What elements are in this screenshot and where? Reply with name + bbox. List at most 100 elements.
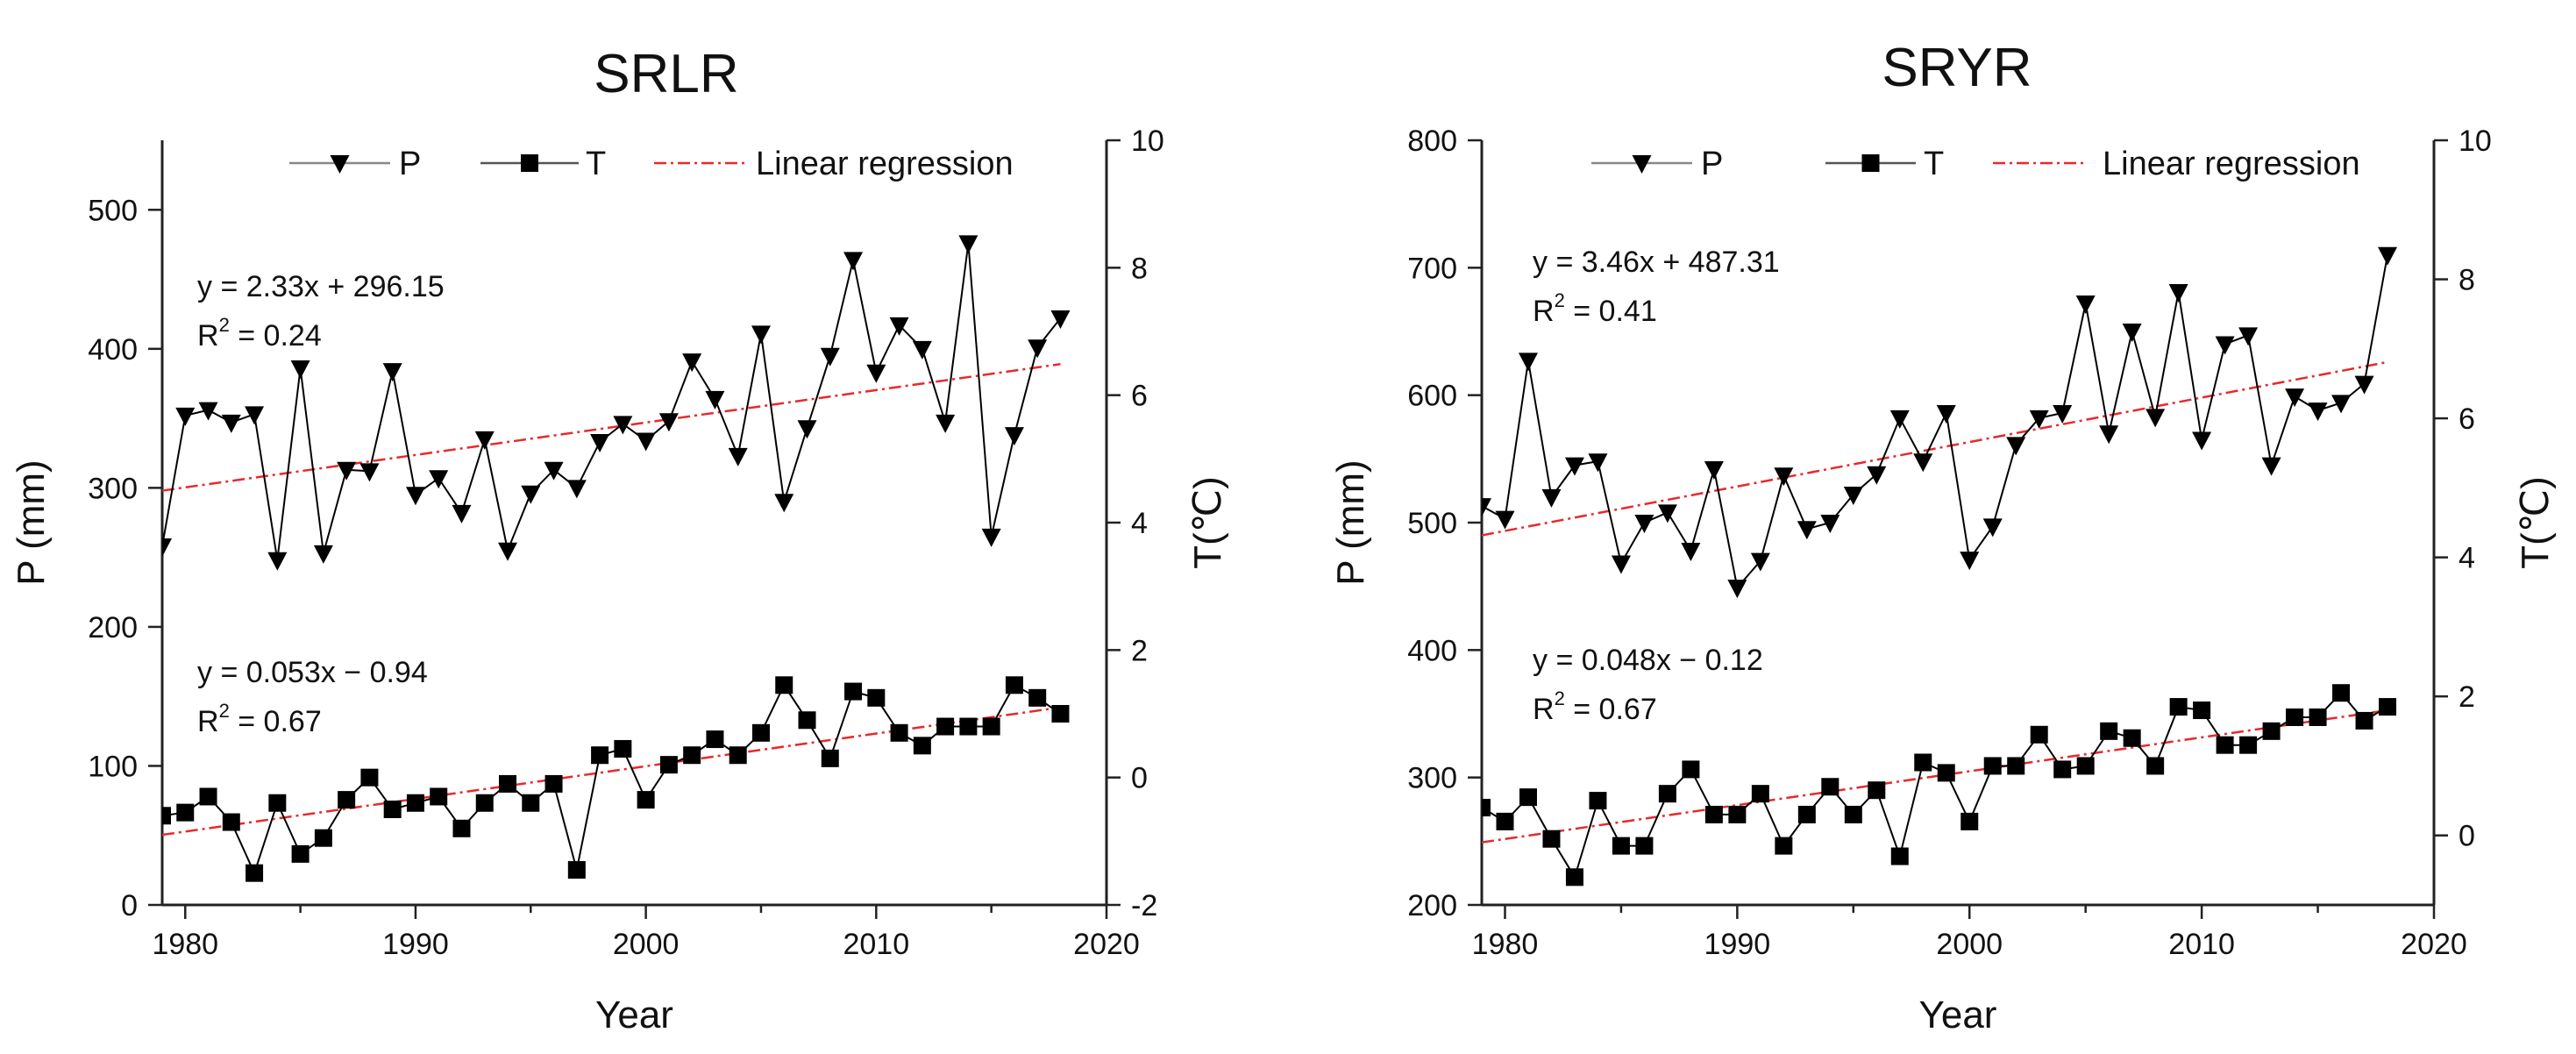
data-point-t xyxy=(383,801,402,818)
y-left-tick-label: 500 xyxy=(88,194,138,227)
legend: P T Linear regression xyxy=(289,146,1014,182)
y-left-axis-label: P (mm) xyxy=(10,459,53,585)
data-point-t xyxy=(867,688,886,707)
data-point-p xyxy=(2285,388,2305,408)
data-point-p xyxy=(359,463,380,482)
data-point-t xyxy=(798,711,816,730)
data-point-t xyxy=(2355,711,2373,730)
data-point-p xyxy=(2354,375,2374,395)
data-point-t xyxy=(729,746,747,765)
y-left-tick-label: 500 xyxy=(1407,507,1457,540)
legend-marker-p xyxy=(330,155,350,174)
y-right-tick-label: 8 xyxy=(1131,252,1148,285)
data-point-p xyxy=(337,461,357,481)
r-squared-p: R2 = 0.41 xyxy=(1533,289,1657,328)
data-point-p xyxy=(1564,457,1584,476)
data-point-t xyxy=(1005,676,1023,694)
data-point-p xyxy=(2122,324,2142,342)
y-right-tick-label: 2 xyxy=(1131,634,1148,667)
equation-t: y = 0.048x − 0.12 xyxy=(1533,644,1763,677)
y-right-tick-label: -2 xyxy=(1131,889,1157,922)
data-point-t xyxy=(475,794,494,812)
data-point-t xyxy=(499,774,517,793)
x-tick-label: 2000 xyxy=(1936,928,2003,961)
data-point-p xyxy=(1982,518,2003,538)
data-point-t xyxy=(1914,753,1932,772)
data-point-t xyxy=(522,794,540,812)
legend-marker-p xyxy=(1632,155,1652,174)
y-left-tick-label: 400 xyxy=(88,333,138,367)
data-point-t xyxy=(430,787,448,806)
data-point-t xyxy=(291,844,310,863)
r-squared-p: R2 = 0.24 xyxy=(197,314,322,353)
data-point-p xyxy=(290,360,310,380)
legend-label-regression: Linear regression xyxy=(2103,146,2360,182)
y-right-tick-label: 4 xyxy=(2459,542,2475,575)
data-point-t xyxy=(544,774,563,793)
y-right-tick-label: 8 xyxy=(2459,264,2475,297)
equation-p: y = 3.46x + 487.31 xyxy=(1533,246,1780,279)
data-point-t xyxy=(2286,708,2304,726)
data-point-t xyxy=(2053,760,2072,779)
data-point-t xyxy=(1844,805,1862,823)
data-point-p xyxy=(245,406,265,425)
data-point-p xyxy=(2099,425,2119,445)
x-axis-label: Year xyxy=(595,993,673,1036)
data-point-p xyxy=(1867,466,1887,485)
x-tick-label: 2020 xyxy=(1073,928,1140,961)
x-tick-label: 2020 xyxy=(2401,928,2467,961)
y-right-tick-label: 0 xyxy=(2459,820,2475,853)
data-point-p xyxy=(1797,521,1817,540)
legend-label-p: P xyxy=(1701,146,1723,182)
data-point-p xyxy=(1495,510,1515,530)
data-point-p xyxy=(429,470,449,489)
data-point-p xyxy=(2168,283,2188,303)
data-point-p xyxy=(1028,339,1048,359)
data-point-t xyxy=(199,787,217,806)
data-point-p xyxy=(1541,488,1562,508)
data-point-t xyxy=(2007,757,2025,775)
data-point-t xyxy=(246,864,264,882)
data-point-p xyxy=(2238,327,2259,346)
data-point-t xyxy=(1890,847,1909,865)
data-point-p xyxy=(1611,555,1631,574)
x-tick-label: 2010 xyxy=(2168,928,2235,961)
data-point-t xyxy=(2100,722,2118,740)
data-point-t xyxy=(1658,785,1676,803)
y-left-tick-label: 400 xyxy=(1407,634,1457,667)
data-point-t xyxy=(1960,812,1979,830)
data-point-p xyxy=(1820,515,1840,533)
data-point-p xyxy=(866,364,886,383)
data-point-t xyxy=(2169,698,2188,716)
data-point-p xyxy=(1518,353,1538,372)
legend-label-t: T xyxy=(586,146,606,182)
chart-title: SRLR xyxy=(594,44,738,104)
data-point-t xyxy=(936,717,955,736)
data-point-p xyxy=(175,407,196,426)
data-point-t xyxy=(1496,812,1514,830)
data-point-p xyxy=(474,431,495,450)
data-point-t xyxy=(913,737,931,755)
data-point-t xyxy=(1612,837,1630,855)
y-left-tick-label: 800 xyxy=(1407,125,1457,158)
series-line-t xyxy=(1482,691,2388,880)
data-point-p xyxy=(1960,552,1980,571)
data-point-t xyxy=(1821,778,1839,796)
data-point-t xyxy=(1519,788,1537,807)
x-tick-label: 2000 xyxy=(613,928,680,961)
data-point-p xyxy=(2075,296,2096,315)
data-point-p xyxy=(912,340,932,360)
data-point-t xyxy=(683,746,701,765)
data-point-t xyxy=(1589,792,1607,810)
legend-label-t: T xyxy=(1924,146,1944,182)
x-tick-label: 1980 xyxy=(152,928,218,961)
data-point-t xyxy=(1728,805,1747,823)
data-point-t xyxy=(1983,757,2002,775)
data-point-t xyxy=(2262,722,2281,740)
data-point-t xyxy=(959,717,978,736)
data-point-p xyxy=(1727,580,1747,599)
data-point-t xyxy=(1797,805,1816,823)
data-point-p xyxy=(958,235,978,254)
data-point-p xyxy=(2378,246,2398,266)
